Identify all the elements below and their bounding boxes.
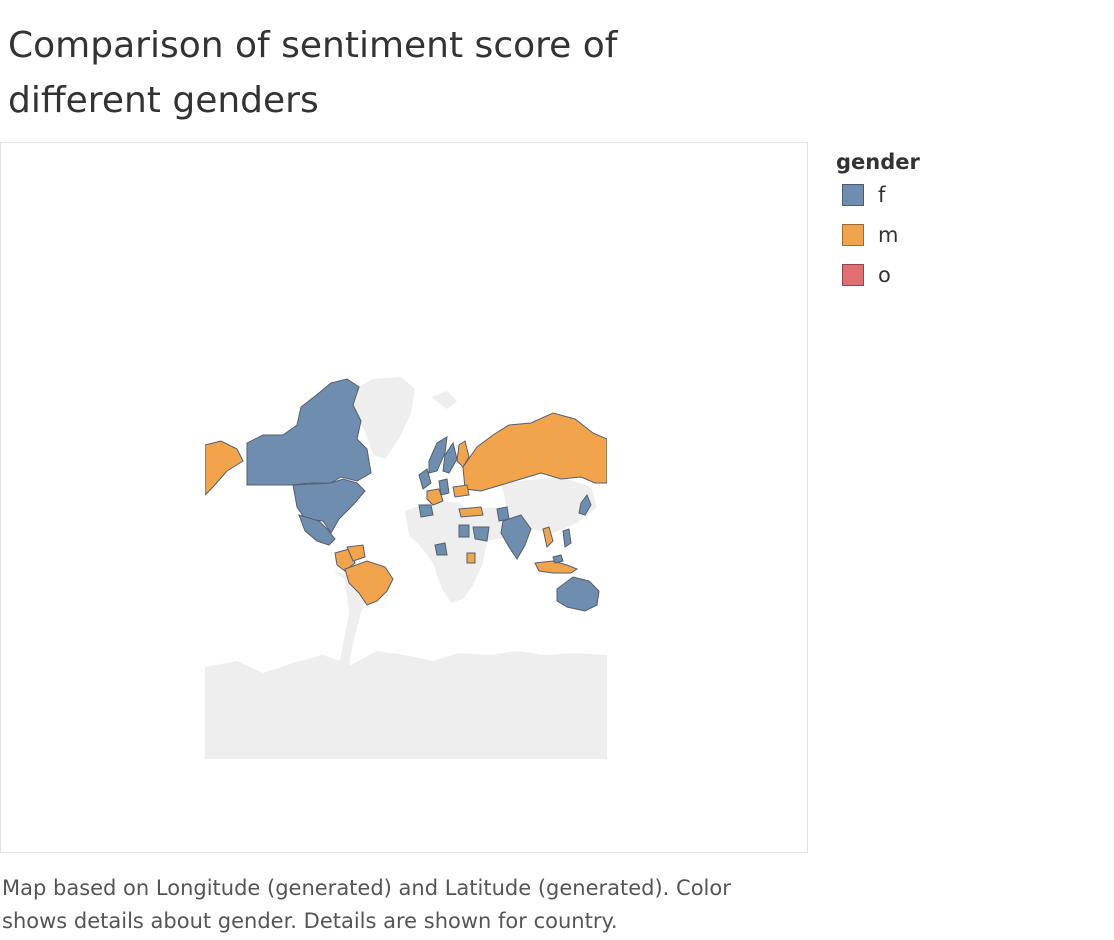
country-india[interactable] (500, 514, 532, 560)
world-map[interactable] (1, 143, 809, 854)
legend-label-f: f (878, 183, 886, 207)
legend-item-m[interactable]: m (836, 224, 920, 264)
country-vietnam[interactable] (542, 526, 554, 548)
country-russia[interactable] (462, 412, 607, 492)
legend-swatch-m (842, 224, 864, 246)
country-malaysia[interactable] (552, 554, 564, 564)
country-ukraine[interactable] (452, 484, 470, 498)
antarctica-land (205, 651, 607, 759)
country-france[interactable] (426, 488, 444, 506)
country-spain[interactable] (418, 504, 434, 518)
country-japan[interactable] (578, 493, 592, 516)
chart-title: Comparison of sentiment score of differe… (8, 25, 618, 121)
country-norway[interactable] (428, 436, 448, 474)
legend-swatch-o (842, 264, 864, 286)
country-sweden[interactable] (442, 441, 458, 474)
legend-title: gender (836, 150, 920, 174)
legend-label-o: o (878, 263, 891, 287)
legend: gender f m o (836, 150, 920, 304)
legend-label-m: m (878, 223, 899, 247)
country-united-kingdom[interactable] (418, 468, 432, 490)
country-philippines[interactable] (562, 528, 572, 548)
arctic-islands-land (431, 391, 457, 409)
country-alaska[interactable] (205, 440, 244, 496)
country-egypt[interactable] (458, 524, 470, 538)
map-layer (205, 377, 607, 759)
legend-item-f[interactable]: f (836, 184, 920, 224)
country-australia[interactable] (556, 576, 600, 612)
country-finland[interactable] (456, 440, 470, 468)
country-saudi-arabia[interactable] (472, 526, 490, 542)
country-pakistan[interactable] (496, 506, 510, 522)
map-caption: Map based on Longitude (generated) and L… (2, 876, 731, 933)
country-layer (205, 378, 607, 612)
country-kenya[interactable] (466, 552, 476, 564)
country-mexico[interactable] (298, 514, 336, 546)
country-turkey[interactable] (458, 506, 484, 518)
country-canada[interactable] (246, 378, 372, 486)
asia-land (501, 477, 597, 533)
legend-item-o[interactable]: o (836, 264, 920, 304)
base-land (205, 377, 607, 759)
map-panel[interactable] (0, 142, 808, 853)
greenland-land (351, 377, 415, 459)
country-brazil[interactable] (344, 560, 394, 606)
country-nigeria[interactable] (434, 542, 448, 556)
country-venezuela[interactable] (346, 544, 366, 562)
country-germany[interactable] (438, 478, 450, 496)
legend-swatch-f (842, 184, 864, 206)
